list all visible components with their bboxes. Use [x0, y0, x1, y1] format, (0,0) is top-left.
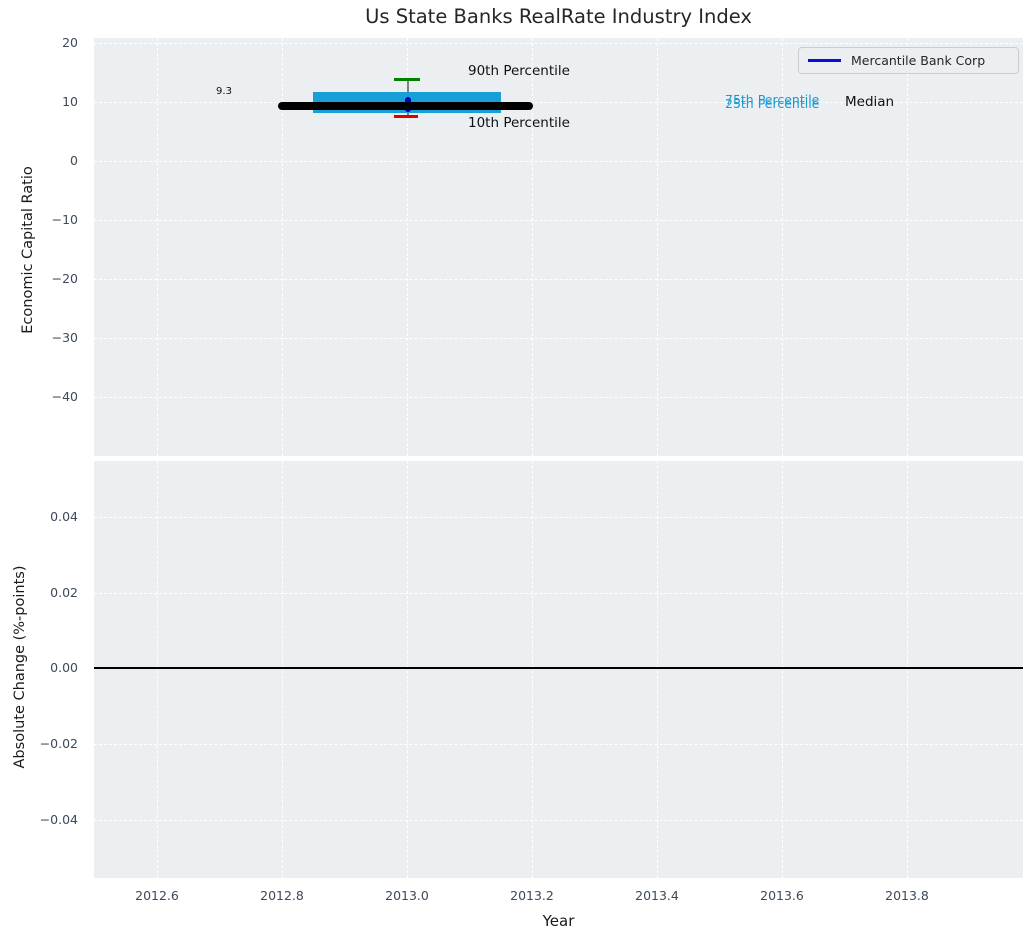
gridline [282, 461, 283, 878]
y-tick: 0.04 [50, 509, 78, 524]
p10-cap [394, 115, 418, 118]
gridline [157, 461, 158, 878]
gridline [94, 593, 1023, 594]
y-tick: 10 [62, 94, 78, 109]
gridline [94, 744, 1023, 745]
gridline [94, 517, 1023, 518]
gridline [657, 461, 658, 878]
y-tick: 0 [70, 153, 78, 168]
gridline [782, 38, 783, 456]
x-tick: 2013.4 [635, 888, 679, 903]
gridline [94, 220, 1023, 221]
x-tick: 2012.6 [135, 888, 179, 903]
gridline [157, 38, 158, 456]
gridline [657, 38, 658, 456]
y-tick: 20 [62, 35, 78, 50]
gridline [94, 43, 1023, 44]
bottom-axes [94, 461, 1023, 878]
gridline [532, 38, 533, 456]
gridline [782, 461, 783, 878]
x-axis-label: Year [542, 912, 575, 930]
x-tick: 2013.8 [885, 888, 929, 903]
gridline [94, 820, 1023, 821]
x-tick: 2013.6 [760, 888, 804, 903]
gridline [407, 461, 408, 878]
y-tick: −10 [51, 212, 78, 227]
gridline [94, 338, 1023, 339]
gridline [94, 279, 1023, 280]
gridline [907, 461, 908, 878]
gridline [94, 397, 1023, 398]
gridline [407, 38, 408, 456]
p75-label: 75th Percentile [725, 92, 820, 107]
legend-series-label: Mercantile Bank Corp [851, 53, 986, 68]
y-tick: 0.00 [50, 660, 78, 675]
chart-title: Us State Banks RealRate Industry Index [365, 5, 752, 28]
y-tick: 0.02 [50, 585, 78, 600]
bottom-y-axis-label: Absolute Change (%-points) [12, 565, 28, 769]
x-tick: 2012.8 [260, 888, 304, 903]
median-label: Median [845, 94, 895, 110]
y-tick: −0.04 [39, 812, 78, 827]
value-label: 9.3 [216, 86, 232, 97]
y-tick: −20 [51, 271, 78, 286]
zero-reference-line [94, 667, 1023, 669]
gridline [532, 461, 533, 878]
gridline [94, 161, 1023, 162]
gridline [282, 38, 283, 456]
x-tick: 2013.0 [385, 888, 429, 903]
y-tick: −30 [51, 330, 78, 345]
gridline [907, 38, 908, 456]
median-line [278, 102, 533, 110]
x-tick: 2013.2 [510, 888, 554, 903]
top-y-axis-label: Economic Capital Ratio [20, 166, 36, 334]
y-tick: −0.02 [39, 736, 78, 751]
gridline [94, 102, 1023, 103]
p10-label: 10th Percentile [468, 115, 570, 131]
p90-label: 90th Percentile [468, 63, 570, 79]
top-axes: 9.3 90th Percentile 10th Percentile 75th… [94, 38, 1023, 456]
p90-cap [394, 78, 420, 81]
legend-line-swatch [808, 59, 841, 62]
y-tick: −40 [51, 389, 78, 404]
p25-label: 25th Percentile [725, 96, 820, 111]
legend: Mercantile Bank Corp [798, 47, 1019, 74]
